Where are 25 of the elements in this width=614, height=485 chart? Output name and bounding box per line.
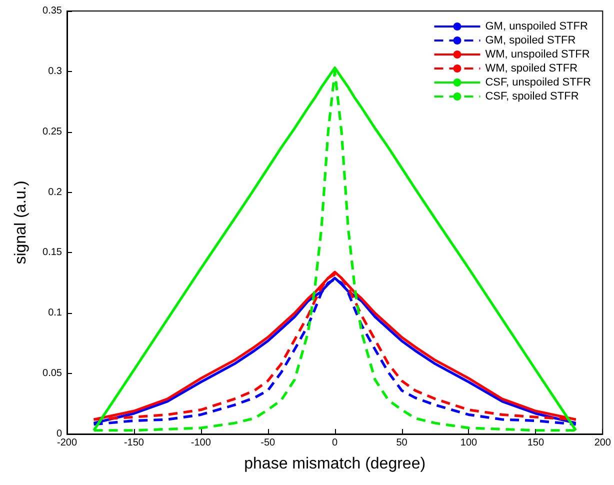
legend-label: GM, unspoiled STFR — [485, 20, 588, 32]
legend-label: WM, spoiled STFR — [485, 62, 578, 74]
x-tick-label: -50 — [260, 438, 276, 448]
x-tick-label: 150 — [527, 438, 544, 448]
x-tick-label: 50 — [396, 438, 408, 448]
y-tick-label: 0.3 — [48, 66, 62, 77]
y-tick-label: 0.1 — [48, 308, 62, 319]
x-tick-label: -150 — [124, 438, 144, 448]
legend-label: WM, unspoiled STFR — [485, 48, 590, 60]
y-tick-label: 0.25 — [42, 126, 62, 138]
x-axis-title: phase mismatch (degree) — [244, 456, 426, 472]
x-tick-label: 100 — [460, 438, 478, 448]
y-tick-label: 0.2 — [48, 186, 62, 198]
legend-label: CSF, spoiled STFR — [485, 90, 579, 102]
x-tick-label: 0 — [332, 438, 338, 448]
x-tick-label: -100 — [190, 438, 212, 448]
y-tick-label: 0.15 — [42, 247, 62, 258]
y-tick-label: 0.35 — [42, 6, 62, 16]
y-tick-label: 0.05 — [42, 368, 62, 380]
legend-label: CSF, unspoiled STFR — [485, 76, 592, 88]
y-tick-label: 0 — [56, 428, 62, 440]
x-tick-label: 200 — [594, 438, 612, 448]
legend-label: GM, spoiled STFR — [485, 34, 576, 46]
y-axis-title: signal (a.u.) — [12, 180, 30, 264]
x-tick-label: -200 — [56, 438, 78, 448]
